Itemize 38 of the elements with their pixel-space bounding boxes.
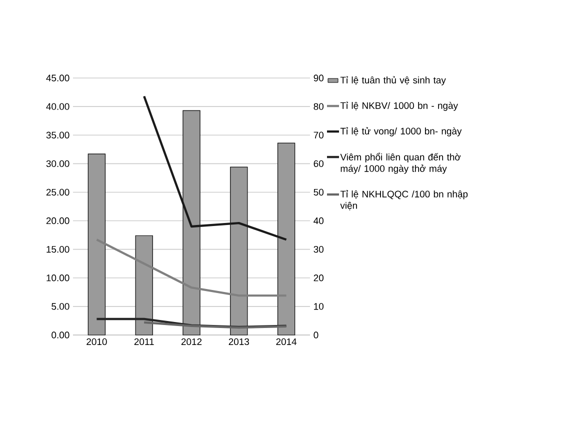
y-tick-label: 40.00 [46, 103, 70, 110]
bar [135, 235, 153, 336]
y-tick-label: 5.00 [52, 303, 70, 310]
y2-tick-label: 80 [314, 103, 324, 110]
bar [230, 166, 248, 336]
y2-tick-label: 90 [314, 74, 324, 82]
y-tick-label: 25.00 [46, 188, 70, 196]
x-tick-label: 2011 [134, 338, 154, 346]
y2-tick-label: 40 [314, 217, 324, 224]
y-tick-label: 30.00 [46, 160, 70, 168]
y-tick-label: 45.00 [46, 74, 70, 82]
bar [88, 154, 106, 336]
y2-tick-label: 20 [314, 274, 324, 282]
x-tick-label: 2012 [181, 338, 202, 346]
y2-tick-label: 30 [314, 246, 324, 253]
x-tick-label: 2013 [228, 338, 250, 346]
y-tick-label: 20.00 [46, 217, 70, 224]
y-tick-label: 0.00 [52, 332, 70, 338]
legend-label: Tỉ lệ NKHLQQC /100 bn nhập viện [340, 190, 468, 210]
y2-tick-label: 10 [314, 303, 324, 310]
x-tick-label: 2014 [276, 338, 297, 346]
legend-label: Tỉ lệ tuân thủ vệ sinh tay [340, 76, 446, 86]
line-series [96, 318, 288, 328]
y2-tick-label: 50 [314, 188, 324, 196]
line-series [96, 238, 288, 297]
legend-label: Tỉ lệ tử vong/ 1000 bn- ngày [340, 127, 462, 136]
bar [277, 142, 296, 336]
y2-tick-label: 70 [314, 132, 324, 138]
y-tick-label: 10.00 [46, 274, 70, 282]
legend-label: Viêm phổi liên quan đến thờ máy/ 1000 ngày thở máy [340, 152, 461, 174]
y2-tick-label: 60 [314, 160, 324, 168]
y-tick-label: 15.00 [46, 246, 70, 253]
x-tick-label: 2010 [86, 338, 107, 346]
y-tick-label: 35.00 [46, 132, 70, 138]
legend-label: Tỉ lệ NKBV/ 1000 bn - ngày [340, 102, 458, 111]
line-series [143, 95, 288, 241]
bar [182, 110, 200, 336]
y2-tick-label: 0 [314, 332, 318, 338]
